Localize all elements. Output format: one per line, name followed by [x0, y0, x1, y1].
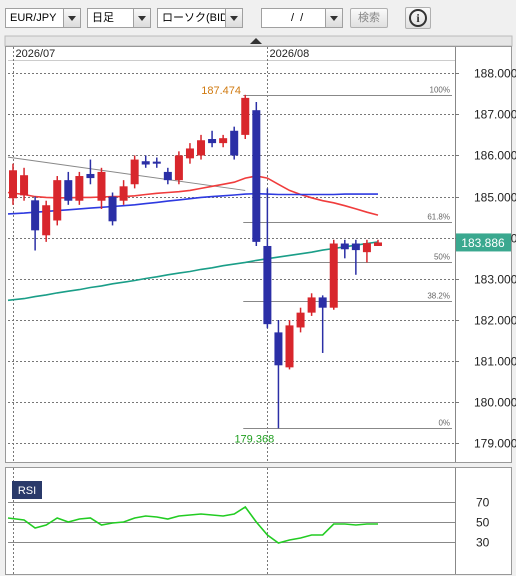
trendline: [7, 156, 246, 191]
candle-body: [163, 171, 172, 181]
candle-body: [208, 139, 217, 144]
chart-kind-text: ローソク(BID): [162, 12, 232, 24]
candle-body: [97, 171, 106, 201]
candle-body: [230, 130, 239, 156]
pair-select[interactable]: EUR/JPY: [5, 8, 81, 28]
candle-body: [152, 161, 161, 164]
period-text: 日足: [92, 12, 114, 24]
moving-average: [7, 192, 378, 215]
candle-body: [75, 176, 84, 201]
collapse-arrow: [250, 38, 262, 44]
y-tick-label: 187.000: [474, 108, 516, 122]
candle-body: [274, 332, 283, 366]
plot-layer: 188.000187.000186.000185.000184.000183.0…: [7, 47, 516, 574]
pair-text: EUR/JPY: [10, 12, 57, 24]
candle-body: [174, 155, 183, 181]
current-price: 183.886: [461, 236, 505, 250]
y-tick-label: 186.000: [474, 149, 516, 163]
chart-kind-select[interactable]: ローソク(BID): [157, 8, 243, 28]
date-text: / /: [284, 12, 304, 24]
y-tick-label: 185.000: [474, 191, 516, 205]
candle-body: [9, 170, 17, 199]
rsi-badge: [12, 481, 42, 499]
candle-body: [373, 242, 382, 246]
candle-body: [252, 110, 261, 242]
candle-body: [130, 159, 139, 185]
info-button[interactable]: i: [405, 7, 431, 29]
y-tick-label: 182.000: [474, 314, 516, 328]
candle-body: [20, 175, 29, 196]
candle-body: [64, 180, 73, 201]
y-tick-label: 188.000: [474, 67, 516, 81]
high-label: 187.474: [201, 85, 241, 97]
candle-body: [119, 186, 128, 201]
search-button[interactable]: 検索: [350, 8, 388, 28]
candle-body: [340, 243, 349, 250]
rsi-panel: [5, 467, 512, 575]
x-tick-label: 2026/07: [16, 48, 56, 60]
info-icon: i: [409, 9, 427, 27]
fib-label: 38.2%: [427, 292, 450, 301]
candle-body: [329, 243, 338, 308]
candle-body: [285, 325, 294, 368]
dropdown-arrow: [225, 9, 242, 27]
candle-body: [351, 243, 360, 251]
y-tick-label: 181.000: [474, 355, 516, 369]
candle-body: [307, 297, 316, 313]
y-tick-label: 183.000: [474, 273, 516, 287]
fib-label: 61.8%: [427, 213, 450, 222]
moving-average: [7, 241, 379, 302]
rsi-tick-label: 70: [476, 496, 490, 510]
candle-body: [219, 138, 228, 144]
candle-body: [362, 243, 371, 253]
fib-label: 100%: [430, 86, 450, 95]
rsi-tick-label: 30: [476, 536, 490, 550]
y-tick-label: 179.000: [474, 437, 516, 451]
candle-body: [53, 180, 62, 221]
candle-body: [197, 140, 206, 156]
candle-body: [241, 97, 250, 135]
candle-body: [318, 297, 327, 308]
current-price-box: [456, 233, 511, 252]
date-select[interactable]: / /: [261, 8, 343, 28]
candle-body: [108, 196, 117, 222]
rsi-tick-label: 50: [476, 516, 490, 530]
candle-body: [141, 161, 150, 165]
low-label: 179.368: [234, 433, 274, 445]
fib-label: 0%: [438, 419, 450, 428]
dropdown-arrow: [133, 9, 150, 27]
candle-body: [86, 173, 95, 179]
candle-body: [185, 148, 194, 159]
y-tick-label: 180.000: [474, 396, 516, 410]
moving-average: [7, 175, 379, 216]
dropdown-arrow: [325, 9, 342, 27]
candle-body: [42, 205, 51, 236]
candle-body: [31, 200, 40, 231]
candle-body: [296, 312, 305, 328]
candle-body: [263, 245, 272, 325]
rsi-title: RSI: [18, 485, 36, 497]
rsi-line: [7, 505, 378, 544]
dropdown-arrow: [63, 9, 80, 27]
fib-label: 50%: [434, 253, 450, 262]
period-select[interactable]: 日足: [87, 8, 151, 28]
x-tick-label: 2026/08: [270, 48, 310, 60]
